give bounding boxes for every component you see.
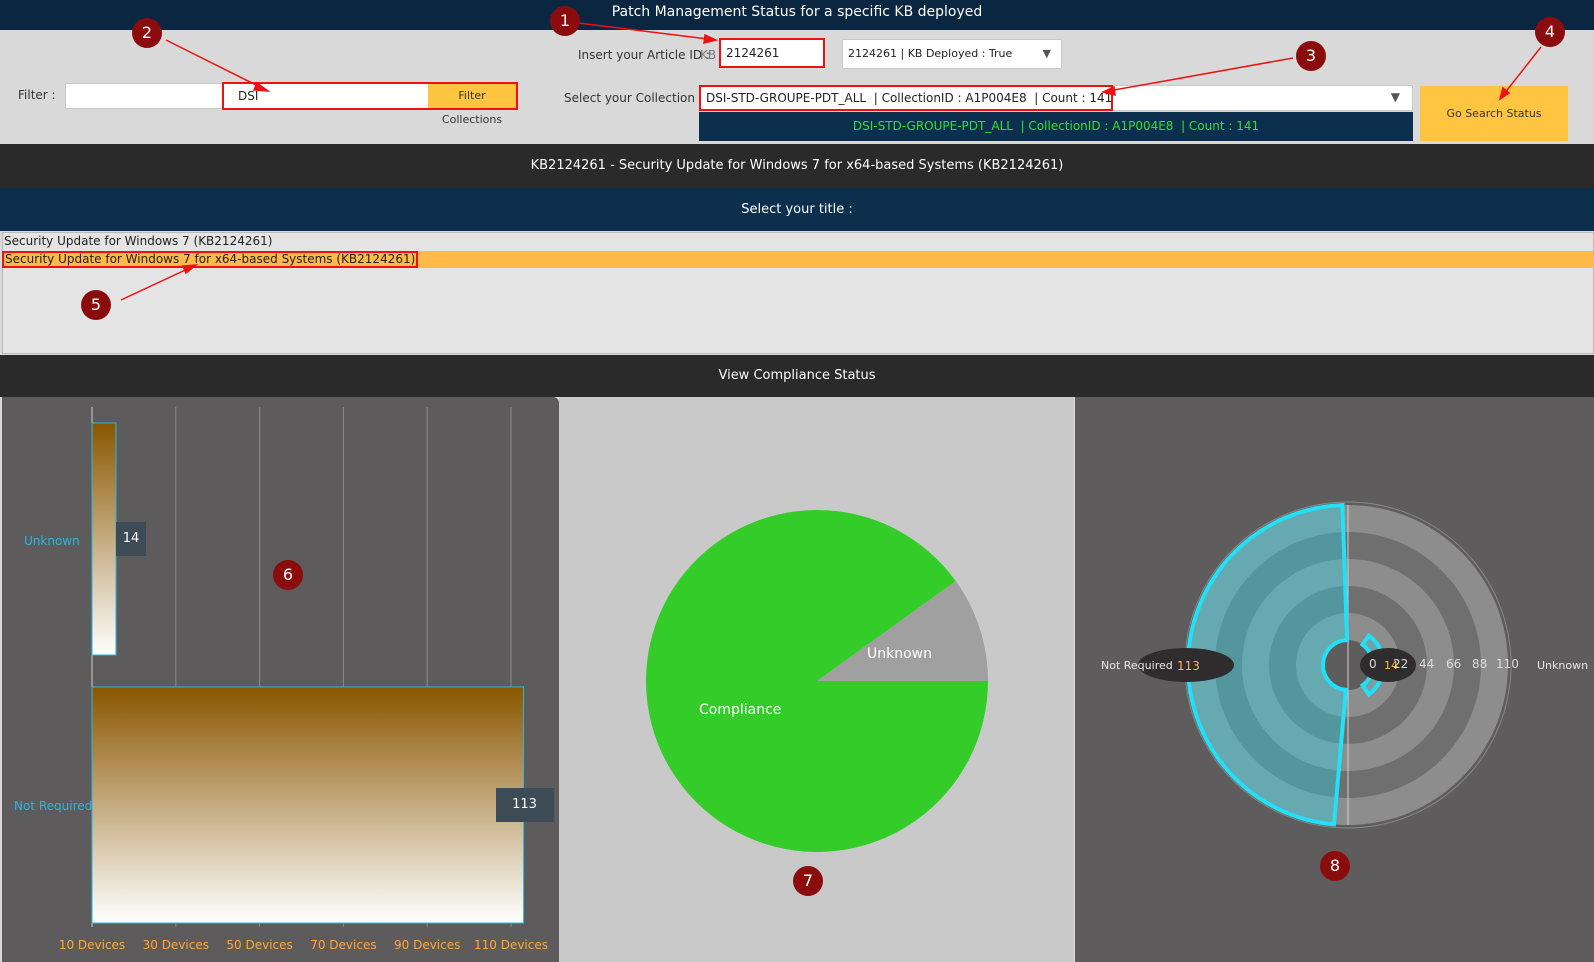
x-tick-label: 10 Devices	[58, 938, 126, 952]
bar-chart-panel	[2, 397, 559, 962]
bar-value-label-unknown: 14	[116, 522, 146, 556]
app-title-bar: Patch Management Status for a specific K…	[0, 0, 1594, 30]
radial-tick-label: 66	[1446, 657, 1462, 671]
kb-title-band: KB2124261 - Security Update for Windows …	[0, 144, 1594, 188]
radial-tick-label: 44	[1419, 657, 1435, 671]
kb-deployed-value: 2124261 | KB Deployed : True	[848, 47, 1013, 60]
chevron-down-icon: ▼	[1390, 90, 1400, 104]
app-title: Patch Management Status for a specific K…	[611, 4, 983, 20]
bar-chart	[91, 407, 525, 927]
annotation-marker: 7	[793, 866, 823, 896]
bar-unknown	[91, 422, 117, 656]
annotation-marker: 3	[1296, 41, 1326, 71]
bar-category-label-unknown: Unknown	[24, 534, 80, 548]
pie-label-compliance: Compliance	[699, 702, 782, 718]
radial-tick-label: 88	[1472, 657, 1488, 671]
bar-value-label-not-required: 113	[495, 788, 554, 822]
radial-tick-label: 0	[1369, 657, 1377, 671]
bar-category-label-not-required: Not Required	[14, 799, 93, 813]
selected-list-row[interactable]	[2, 251, 1594, 268]
pie-slice-unknown	[817, 581, 988, 681]
select-title-band: Select your title :	[0, 188, 1594, 231]
annotation-marker: 8	[1320, 851, 1350, 881]
kb-prefix: KB	[700, 48, 717, 62]
annotation-marker: 6	[273, 560, 303, 590]
bar-not-required	[91, 686, 525, 924]
collection-option[interactable]: DSI-STD-GROUPE-PDT_ALL | CollectionID : …	[699, 112, 1413, 141]
collection-selected-value[interactable]: DSI-STD-GROUPE-PDT_ALL | CollectionID : …	[699, 85, 1113, 111]
article-id-label: Insert your Article ID :	[578, 48, 710, 62]
radial-bar-not-required	[1186, 503, 1350, 827]
x-tick-label: 70 Devices	[310, 938, 377, 952]
compliance-band: View Compliance Status	[0, 355, 1594, 397]
annotation-marker: 2	[132, 18, 162, 48]
annotation-marker: 1	[550, 6, 580, 36]
x-tick-label: 110 Devices	[473, 938, 548, 952]
kb-title: KB2124261 - Security Update for Windows …	[530, 158, 1064, 173]
filter-input-left[interactable]	[65, 83, 225, 109]
chevron-down-icon: ▼	[1042, 47, 1051, 60]
list-item-selected[interactable]: Security Update for Windows 7 for x64-ba…	[2, 251, 419, 268]
kb-deployed-dropdown[interactable]: 2124261 | KB Deployed : True ▼	[842, 39, 1062, 69]
radial-chart	[1138, 501, 1512, 829]
select-title-label: Select your title :	[741, 202, 853, 217]
radial-chart-panel	[1075, 397, 1594, 962]
go-search-status-button[interactable]: Go Search Status	[1420, 86, 1568, 141]
radial-badge-unknown	[1360, 648, 1416, 682]
filter-value: DSI	[238, 89, 259, 103]
x-tick-label: 50 Devices	[226, 938, 293, 952]
pie-chart	[646, 509, 988, 852]
radial-label-unknown: Unknown	[1537, 659, 1589, 672]
annotation-marker: 4	[1535, 17, 1565, 47]
radial-value-unknown: 14	[1384, 659, 1398, 672]
compliance-header: View Compliance Status	[718, 368, 876, 383]
radial-value-not-required: 113	[1177, 659, 1200, 673]
x-tick-label: 90 Devices	[394, 938, 461, 952]
radial-tick-label: 22	[1393, 657, 1409, 671]
collection-label: Select your Collection :	[564, 91, 703, 105]
x-tick-label: 30 Devices	[142, 938, 209, 952]
radial-tick-label: 110	[1496, 657, 1519, 671]
radial-badge-not-required	[1138, 648, 1234, 682]
filter-collections-button[interactable]: Filter Collections	[428, 84, 516, 126]
pie-label-unknown: Unknown	[867, 646, 932, 662]
radial-label-not-required: Not Required	[1101, 659, 1173, 672]
list-item[interactable]: Security Update for Windows 7 (KB2124261…	[4, 234, 273, 248]
pie-slice-compliance	[646, 509, 988, 852]
filter-label: Filter :	[18, 88, 56, 102]
annotation-marker: 5	[81, 290, 111, 320]
article-id-input[interactable]: 2124261	[719, 38, 825, 68]
